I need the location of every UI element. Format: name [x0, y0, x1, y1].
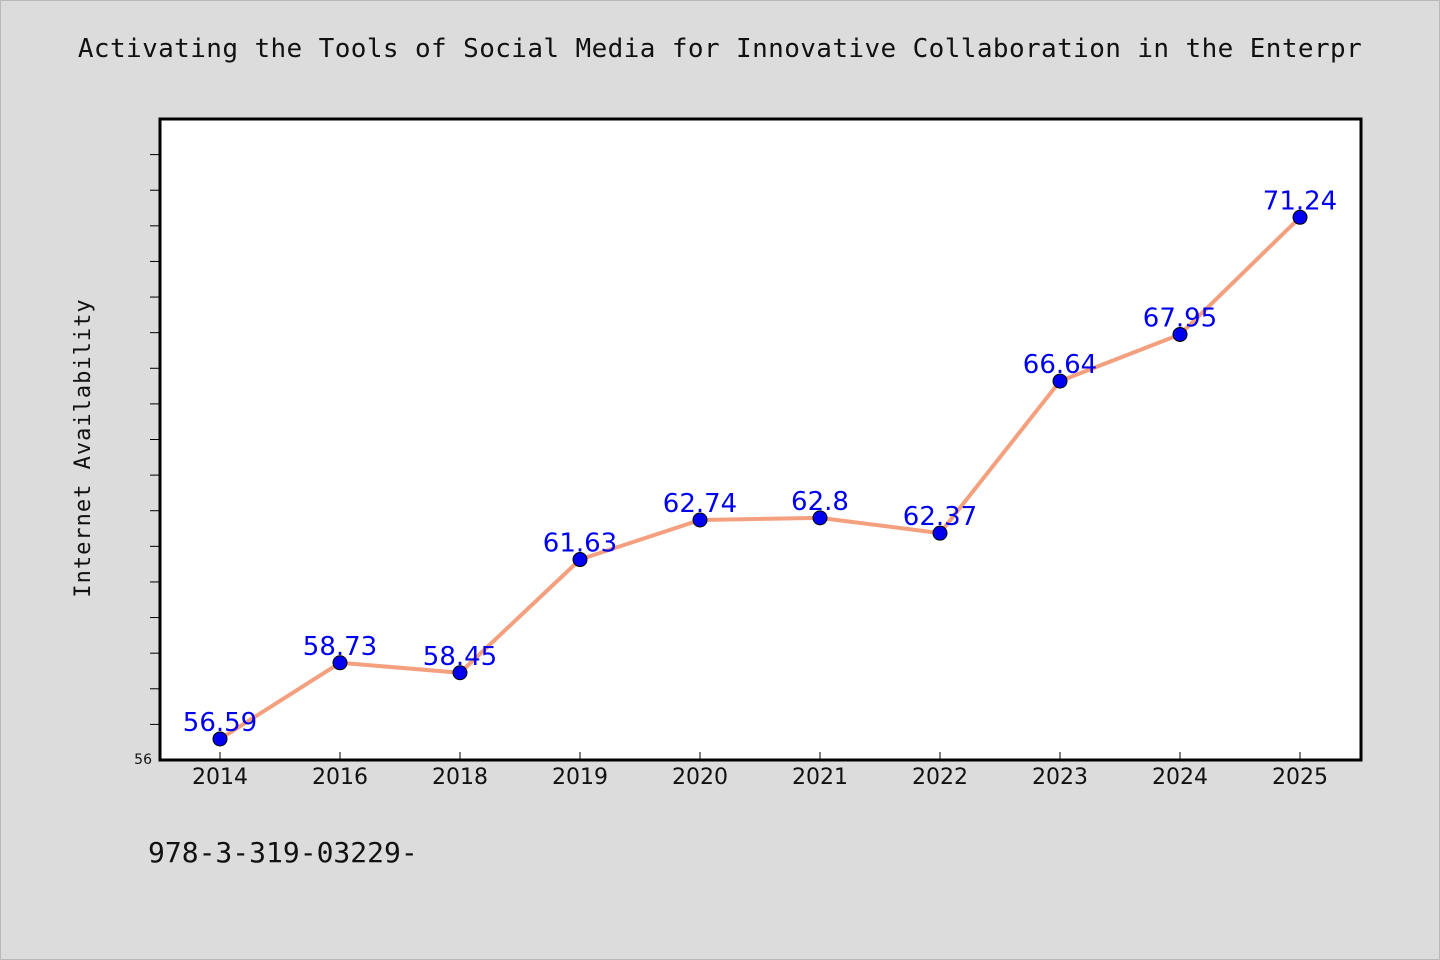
data-point — [332, 655, 348, 671]
x-tick-label: 2018 — [432, 765, 488, 790]
y-axis-label: Internet Availability — [71, 298, 96, 597]
data-point — [1052, 373, 1068, 389]
y-axis-ticks: 56 — [134, 154, 160, 768]
data-label: 62.8 — [791, 487, 849, 517]
data-label: 58.45 — [423, 642, 497, 672]
data-point — [812, 510, 828, 526]
data-label: 58.73 — [303, 632, 377, 662]
data-point — [692, 512, 708, 528]
data-label: 71.24 — [1263, 186, 1337, 216]
x-tick-label: 2025 — [1272, 765, 1328, 790]
x-tick-label: 2023 — [1032, 765, 1088, 790]
data-point — [932, 525, 948, 541]
data-point — [1172, 326, 1188, 342]
plot-area — [158, 117, 1363, 762]
x-tick-label: 2016 — [312, 765, 368, 790]
y-tick-label: 56 — [134, 752, 152, 768]
series-markers — [212, 209, 1308, 747]
x-tick-label: 2014 — [192, 765, 248, 790]
data-label: 67.95 — [1143, 303, 1217, 333]
data-label: 61.63 — [543, 529, 617, 559]
data-point — [212, 731, 228, 747]
data-point — [1292, 209, 1308, 225]
x-tick-label: 2024 — [1152, 765, 1208, 790]
x-tick-label: 2022 — [912, 765, 968, 790]
data-point — [452, 665, 468, 681]
data-label: 62.37 — [903, 502, 977, 532]
x-axis-ticks: 2014 2016 2018 2019 2020 2021 2022 2023 2024 2025 — [192, 752, 1328, 790]
x-tick-label: 2021 — [792, 765, 848, 790]
series-line — [218, 215, 1302, 741]
data-label: 62.74 — [663, 489, 737, 519]
x-tick-label: 2019 — [552, 765, 608, 790]
footer-note: 978-3-319-03229- — [148, 836, 418, 869]
data-point — [572, 552, 588, 568]
x-tick-label: 2020 — [672, 765, 728, 790]
data-labels: 56.59 58.73 58.45 61.63 62.74 62.8 62.37 66.64 6… — [183, 186, 1337, 738]
data-label: 56.59 — [183, 708, 257, 738]
data-label: 66.64 — [1023, 350, 1097, 380]
chart-title: Activating the Tools of Social Media for… — [77, 34, 1363, 64]
